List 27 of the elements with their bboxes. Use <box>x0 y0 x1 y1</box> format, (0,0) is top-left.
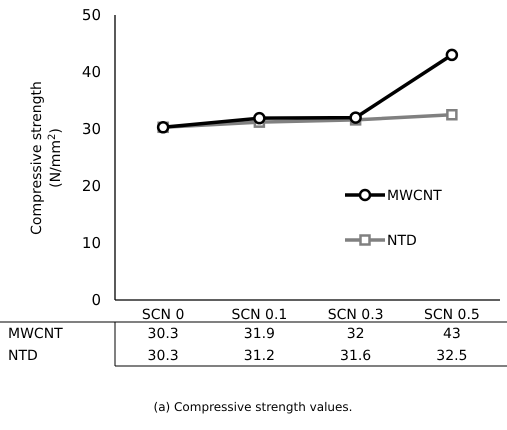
y-tick-label: 10 <box>82 234 101 252</box>
legend-label: NTD <box>387 233 417 249</box>
x-tick-label: SCN 0.3 <box>328 306 384 323</box>
point <box>446 109 458 120</box>
y-tick-label: 50 <box>82 6 101 24</box>
data-label: 30.3 <box>148 348 179 364</box>
data-label: 43 <box>442 326 461 342</box>
data-label: 31.2 <box>244 348 275 364</box>
data-label: 32.5 <box>436 348 468 364</box>
y-tick-label: 30 <box>82 120 101 138</box>
y-tick-label: 40 <box>82 62 101 81</box>
x-tick-label: SCN 0.5 <box>424 306 480 323</box>
text: (a) Compressive strength values. <box>154 400 352 414</box>
point <box>446 48 458 62</box>
legend-label: MWCNT <box>387 188 442 204</box>
data-label: 31.9 <box>244 326 275 342</box>
data-label: 31.6 <box>340 348 372 364</box>
point <box>349 111 362 124</box>
text: NTD <box>8 348 38 364</box>
text: MWCNT <box>8 326 63 342</box>
data-label: 30.3 <box>148 326 179 342</box>
x-tick-label: SCN 0 <box>142 306 184 323</box>
point <box>253 112 266 124</box>
data-label: 32 <box>346 326 365 342</box>
y-tick-label: 20 <box>82 176 101 195</box>
y-tick-label: 0 <box>91 290 101 309</box>
x-tick-label: SCN 0.1 <box>231 306 288 323</box>
